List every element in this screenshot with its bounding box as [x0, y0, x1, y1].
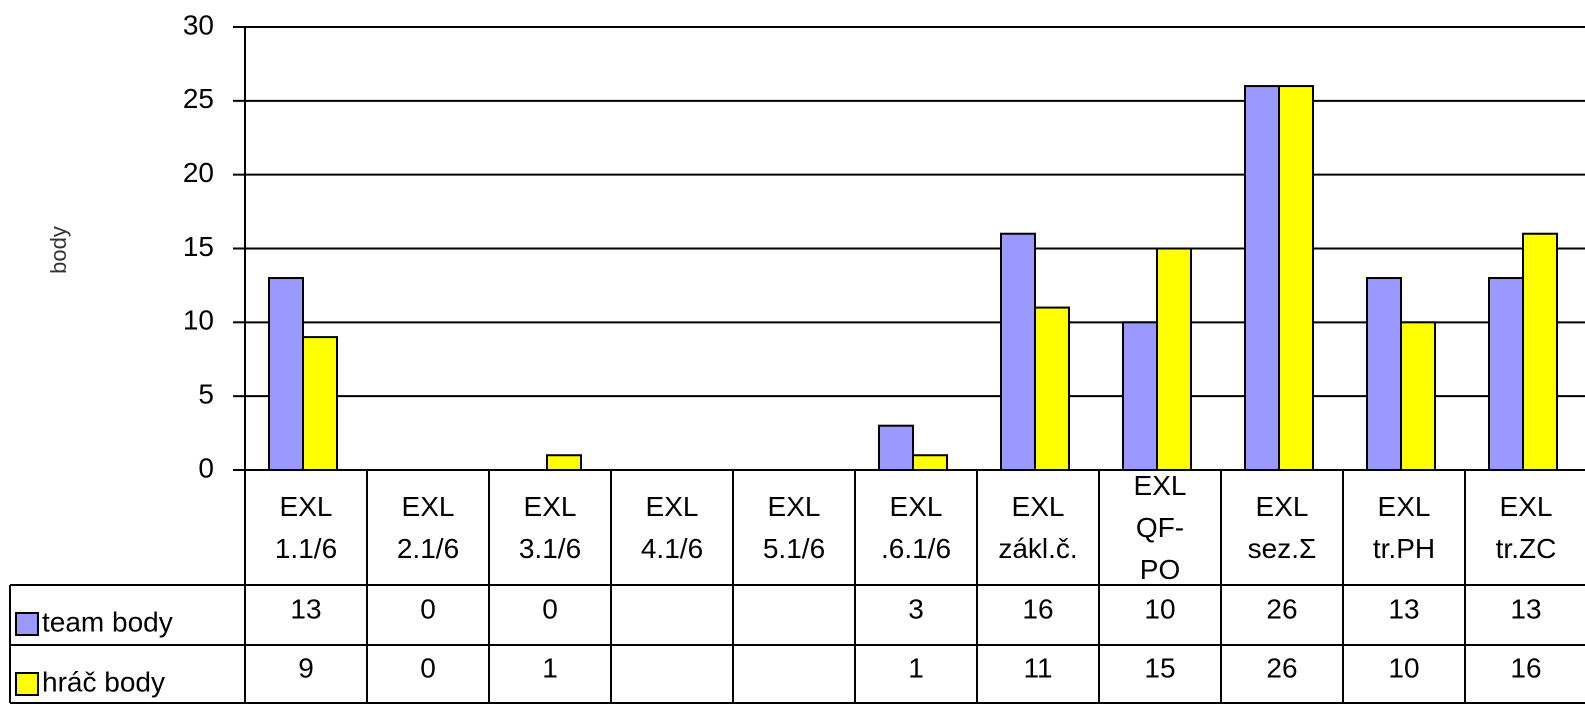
table-value: 11	[1023, 652, 1052, 683]
bar	[1034, 306, 1070, 472]
table-value: 10	[1144, 593, 1175, 624]
x-tick-label: EXL 3.1/6	[518, 491, 582, 564]
bar	[546, 454, 582, 472]
legend-label: hráč body	[42, 666, 165, 697]
bar	[1366, 277, 1402, 471]
y-axis-title: body	[46, 226, 71, 274]
x-tick-label: EXL zákl.č.	[998, 491, 1078, 564]
x-tick-label: EXL 2.1/6	[396, 491, 460, 564]
legend-label: team body	[42, 606, 173, 637]
bar	[1488, 277, 1524, 471]
table-value: 16	[1022, 593, 1053, 624]
bar	[912, 454, 948, 472]
table-value: 9	[298, 652, 314, 683]
y-tick-label: 10	[183, 305, 214, 336]
x-tick-label: EXL tr.ZC	[1495, 491, 1557, 564]
bar	[1000, 232, 1036, 471]
y-tick-label: 20	[183, 157, 214, 188]
x-tick-label: EXL 1.1/6	[274, 491, 338, 564]
x-tick-label: EXL .6.1/6	[880, 491, 952, 564]
y-tick-label: 30	[183, 9, 214, 40]
bar	[1244, 85, 1280, 471]
bar	[1278, 85, 1314, 471]
table-value: 0	[420, 652, 436, 683]
bar	[1156, 247, 1192, 471]
table-value: 26	[1266, 593, 1297, 624]
table-value: 15	[1144, 652, 1175, 683]
table-value: 0	[420, 593, 436, 624]
x-tick-label: EXL tr.PH	[1372, 491, 1436, 564]
bar	[1400, 321, 1436, 472]
x-tick-label: EXL sez.Σ	[1247, 491, 1317, 564]
legend-key	[15, 612, 39, 636]
table-value: 26	[1266, 652, 1297, 683]
table-value: 16	[1510, 652, 1541, 683]
bar	[878, 424, 914, 472]
table-value: 13	[290, 593, 321, 624]
bar	[268, 277, 304, 471]
x-tick-label: EXL 4.1/6	[640, 491, 704, 564]
table-value: 0	[542, 593, 558, 624]
bar	[1522, 232, 1558, 471]
bar	[1122, 321, 1158, 472]
y-tick-label: 0	[198, 452, 214, 483]
table-value: 1	[908, 652, 924, 683]
x-tick-label: EXL 5.1/6	[762, 491, 826, 564]
bar	[302, 336, 338, 471]
table-value: 1	[542, 652, 558, 683]
table-value: 3	[908, 593, 924, 624]
x-tick-label: EXL QF- PO	[1133, 472, 1187, 584]
table-value: 13	[1388, 593, 1419, 624]
table-value: 10	[1388, 652, 1419, 683]
legend-key	[15, 672, 39, 696]
y-tick-label: 5	[198, 379, 214, 410]
y-tick-label: 15	[183, 231, 214, 262]
y-tick-label: 25	[183, 83, 214, 114]
table-value: 13	[1510, 593, 1541, 624]
